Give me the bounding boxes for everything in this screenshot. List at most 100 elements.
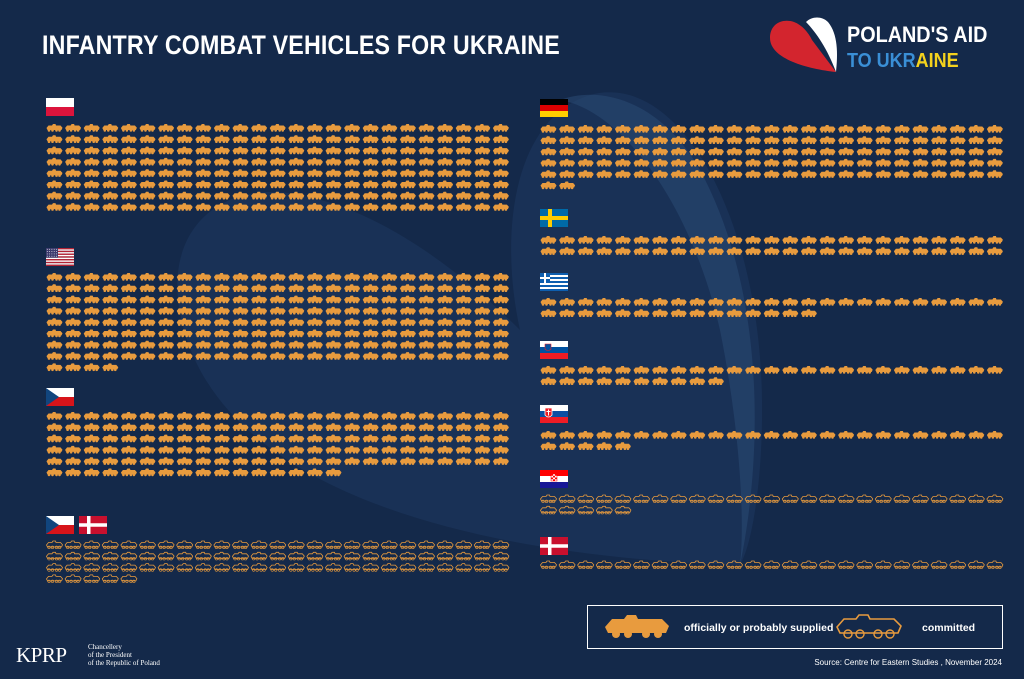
supplied-vehicle-icon [158, 445, 175, 454]
supplied-vehicle-icon [176, 434, 193, 443]
supplied-vehicle-icon [633, 309, 650, 317]
supplied-vehicle-icon [120, 203, 137, 211]
supplied-vehicle-icon [949, 147, 966, 156]
committed-vehicle-icon [306, 563, 324, 572]
committed-vehicle-icon [362, 551, 380, 561]
supplied-vehicle-icon [381, 157, 398, 166]
committed-vehicle-icon [232, 563, 249, 572]
supplied-vehicle-icon [856, 136, 873, 144]
supplied-vehicle-icon [893, 170, 910, 178]
supplied-vehicle-icon [269, 191, 286, 200]
supplied-vehicle-icon [670, 309, 687, 317]
committed-vehicle-icon [651, 560, 669, 570]
supplied-vehicle-icon [912, 136, 929, 144]
supplied-vehicle-icon [213, 191, 230, 200]
supplied-vehicle-icon [362, 318, 379, 326]
supplied-vehicle-icon [912, 170, 929, 178]
committed-vehicle-icon [64, 563, 82, 572]
supplied-vehicle-icon [158, 340, 175, 349]
supplied-vehicle-icon [492, 273, 509, 281]
supplied-vehicle-icon [455, 434, 472, 443]
committed-vehicle-icon [343, 540, 361, 550]
supplied-vehicle-icon [288, 306, 305, 315]
supplied-vehicle-icon [195, 191, 212, 200]
supplied-vehicle-icon [474, 273, 491, 281]
supplied-vehicle-icon [139, 203, 156, 211]
committed-vehicle-icon [101, 540, 119, 550]
supplied-vehicle-icon [492, 457, 509, 465]
supplied-vehicle-icon [726, 147, 743, 156]
supplied-vehicle-icon [381, 191, 398, 200]
supplied-vehicle-icon [800, 158, 817, 167]
committed-vehicle-icon [269, 563, 287, 572]
vehicle-grid-slovenia [540, 366, 1003, 385]
supplied-vehicle-icon [726, 309, 743, 317]
supplied-vehicle-icon [931, 147, 948, 156]
supplied-vehicle-icon [800, 298, 817, 306]
supplied-vehicle-icon [288, 318, 305, 326]
supplied-vehicle-icon [418, 445, 435, 454]
supplied-vehicle-icon [306, 273, 323, 281]
supplied-vehicle-icon [559, 125, 576, 133]
supplied-vehicle-icon [670, 366, 687, 374]
supplied-vehicle-icon [65, 146, 82, 155]
vehicle-grid-czech-republic [46, 412, 509, 477]
supplied-vehicle-icon [139, 445, 156, 454]
supplied-vehicle-icon [158, 306, 175, 315]
supplied-vehicle-icon [875, 431, 892, 439]
supplied-vehicle-icon [577, 431, 594, 439]
supplied-vehicle-icon [269, 340, 286, 349]
supplied-vehicle-icon [399, 284, 416, 292]
legend-committed-label: committed [922, 622, 976, 634]
supplied-vehicle-icon [325, 180, 342, 189]
supplied-vehicle-icon [689, 366, 706, 374]
committed-vehicle-icon [819, 560, 836, 570]
supplied-vehicle-icon [763, 247, 780, 255]
supplied-vehicle-icon [689, 377, 706, 385]
supplied-vehicle-icon [102, 468, 119, 477]
supplied-vehicle-icon [176, 423, 193, 431]
supplied-vehicle-icon [362, 423, 379, 431]
supplied-vehicle-icon [689, 170, 706, 178]
supplied-vehicle-icon [707, 309, 724, 317]
committed-vehicle-icon [101, 563, 119, 572]
supplied-vehicle-icon [455, 340, 472, 349]
supplied-vehicle-icon [614, 170, 631, 178]
supplied-vehicle-icon [931, 170, 948, 178]
supplied-vehicle-icon [288, 124, 305, 132]
supplied-vehicle-icon [195, 329, 212, 338]
supplied-vehicle-icon [782, 158, 799, 167]
supplied-vehicle-icon [418, 124, 435, 132]
supplied-vehicle-icon [540, 442, 557, 450]
supplied-vehicle-icon [65, 306, 82, 315]
supplied-vehicle-icon [949, 247, 966, 255]
supplied-vehicle-icon [325, 157, 342, 166]
supplied-vehicle-icon [968, 136, 985, 144]
supplied-vehicle-icon [614, 366, 631, 374]
committed-vehicle-icon [269, 551, 287, 561]
committed-vehicle-icon [633, 560, 650, 570]
committed-vehicle-icon [380, 540, 398, 550]
supplied-vehicle-icon [65, 340, 82, 349]
supplied-vehicle-icon [949, 431, 966, 439]
supplied-vehicle-icon [707, 236, 724, 244]
supplied-vehicle-icon [381, 295, 398, 304]
supplied-vehicle-icon [158, 169, 175, 177]
supplied-vehicle-icon [195, 352, 212, 360]
supplied-vehicle-icon [232, 169, 249, 177]
supplied-vehicle-icon [306, 329, 323, 338]
supplied-vehicle-icon [158, 412, 175, 420]
flag-czech-icon [46, 388, 74, 406]
supplied-vehicle-icon [474, 191, 491, 200]
supplied-vehicle-icon [139, 457, 156, 465]
supplied-vehicle-icon [418, 157, 435, 166]
supplied-vehicle-icon [46, 340, 63, 349]
committed-vehicle-icon [101, 551, 119, 561]
supplied-vehicle-icon [65, 329, 82, 338]
supplied-vehicle-icon [745, 236, 762, 244]
supplied-vehicle-icon [540, 236, 557, 244]
supplied-vehicle-icon [325, 340, 342, 349]
supplied-vehicle-icon [614, 431, 631, 439]
committed-vehicle-icon [986, 494, 1004, 504]
supplied-vehicle-icon [455, 352, 472, 360]
